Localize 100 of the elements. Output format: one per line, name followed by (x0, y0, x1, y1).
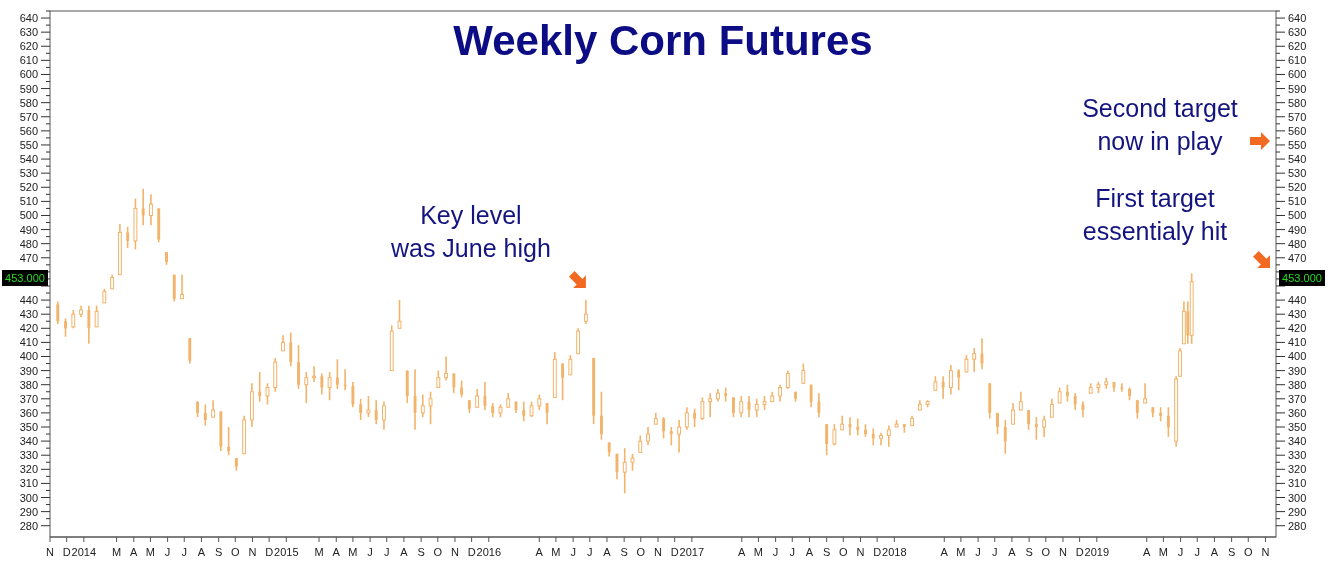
candlestick (180, 273, 184, 300)
y2-tick-label: 300 (1288, 491, 1307, 504)
candlestick (817, 392, 821, 418)
candlestick (662, 416, 665, 440)
x-tick-label: J (789, 546, 796, 558)
y2-tick-label: 500 (1288, 209, 1307, 222)
text: 453.000 (5, 272, 45, 284)
candlestick (374, 399, 378, 425)
candlestick (382, 400, 386, 431)
x-tick-label: M (111, 546, 122, 558)
candlestick (1128, 386, 1131, 402)
x-tick-label: J (1177, 546, 1184, 558)
y2-tick-label: 570 (1288, 110, 1307, 123)
y-tick-label: 600 (19, 68, 38, 81)
x-tick-label: A (197, 546, 206, 558)
x-tick-label: J (383, 546, 390, 558)
y-tick-label: 530 (19, 167, 38, 180)
y2-tick-label: 510 (1288, 195, 1307, 208)
x-tick-label: 2018 (882, 546, 907, 558)
candlestick (1003, 419, 1007, 455)
y2-tick-label: 490 (1288, 223, 1307, 236)
x-tick-label: N (1261, 546, 1270, 558)
candlestick (708, 392, 713, 418)
y-tick-label: 380 (19, 378, 38, 391)
y2-tick-label: 380 (1288, 378, 1307, 391)
candlestick (289, 331, 293, 368)
candlestick (359, 398, 363, 421)
candlestick (64, 317, 67, 338)
x-tick-label: J (772, 546, 779, 558)
candlestick (599, 390, 603, 441)
x-tick-label: J (570, 546, 576, 558)
y-tick-label: 560 (19, 124, 38, 137)
y2-tick-label: 350 (1288, 421, 1307, 434)
x-tick-label: S (822, 546, 831, 558)
candlestick (732, 396, 735, 418)
candlestick (327, 371, 332, 402)
y-tick-label: 580 (19, 96, 38, 109)
y-tick-label: 500 (19, 209, 38, 222)
x-tick-label: O (636, 546, 646, 558)
candlestick (576, 327, 581, 355)
x-tick-label: J (587, 546, 593, 558)
x-tick-label: D (62, 546, 71, 558)
y-tick-label: 320 (19, 463, 38, 476)
y2-tick-label: 390 (1288, 364, 1307, 377)
text: 453.000 (1282, 272, 1322, 284)
x-tick-label: A (130, 546, 139, 558)
x-tick-label: O (433, 546, 443, 558)
y-tick-label: 360 (19, 406, 38, 419)
y2-tick-label: 310 (1288, 477, 1307, 490)
x-tick-label: D (467, 546, 476, 558)
candlestick (87, 304, 91, 345)
candlestick (351, 381, 355, 409)
candlestick (972, 347, 977, 373)
candlestick (1011, 402, 1015, 425)
y-tick-label: 590 (19, 82, 38, 95)
x-tick-label: J (181, 546, 187, 558)
y2-tick-label: 430 (1288, 308, 1307, 321)
candlestick (871, 427, 875, 447)
y-tick-label: 420 (19, 322, 38, 335)
candlestick (1166, 406, 1170, 438)
candlestick (583, 299, 588, 325)
y2-tick-label: 530 (1288, 167, 1307, 180)
candlestick (397, 299, 402, 330)
x-tick-label: A (1210, 546, 1219, 558)
candlestick (568, 354, 573, 376)
x-tick-label: N (654, 546, 663, 558)
x-tick-label: D (670, 546, 679, 558)
y-tick-label: 630 (19, 26, 38, 39)
y2-tick-label: 600 (1288, 68, 1307, 81)
x-tick-label: A (603, 546, 612, 558)
x-tick-label: A (1008, 546, 1017, 558)
y-tick-label: 350 (19, 421, 38, 434)
x-tick-label: J (1194, 546, 1200, 558)
candlestick (452, 372, 456, 394)
x-tick-label: O (231, 546, 241, 558)
annotation: First target essentialy hit (1082, 184, 1228, 245)
candlestick (886, 424, 891, 448)
x-tick-label: 2015 (274, 546, 299, 558)
y2-tick-label: 480 (1288, 237, 1307, 250)
x-tick-label: D (873, 546, 882, 558)
candlestick (941, 375, 945, 400)
x-tick-label: O (839, 546, 849, 558)
candlestick (203, 403, 207, 427)
y-tick-label: 540 (19, 153, 38, 166)
y2-tick-label: 630 (1288, 26, 1307, 39)
y2-tick-label: 640 (1288, 12, 1307, 25)
x-tick-label: A (738, 546, 747, 558)
x-tick-label: 2014 (71, 546, 97, 558)
x-tick-label: M (348, 546, 358, 558)
y2-tick-label: 540 (1288, 153, 1307, 166)
candlestick (700, 396, 705, 421)
y-tick-label: 480 (19, 237, 38, 250)
x-tick-label: N (856, 546, 865, 558)
x-tick-label: A (535, 546, 544, 558)
y2-tick-label: 590 (1288, 82, 1307, 95)
candlestick (684, 406, 689, 431)
candlestick (677, 419, 682, 454)
candlestick (227, 426, 231, 457)
candlestick (522, 400, 526, 423)
y2-tick-label: 470 (1288, 251, 1307, 264)
